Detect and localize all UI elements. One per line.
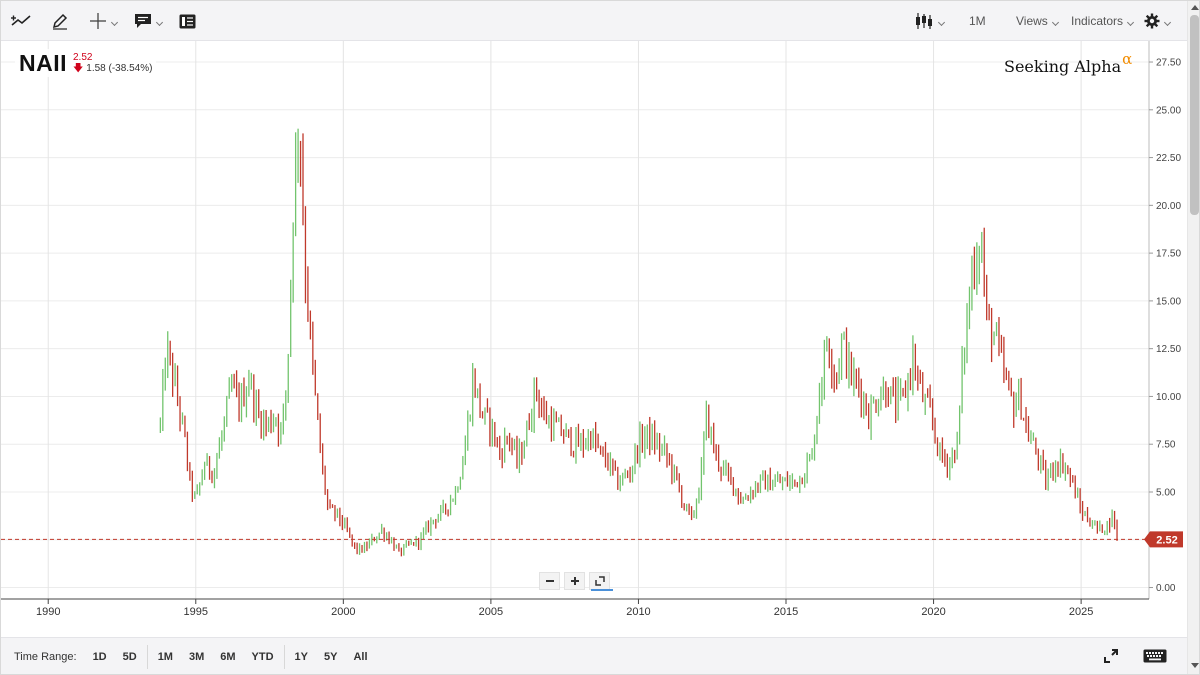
x-tick-label: 1995 xyxy=(184,606,208,618)
brand-name: Seeking Alpha xyxy=(1004,57,1122,76)
gear-icon xyxy=(1144,13,1160,29)
draw-tool[interactable] xyxy=(51,1,69,41)
trend-line-tool[interactable] xyxy=(10,1,32,41)
range-5y-button[interactable]: 5Y xyxy=(324,651,338,663)
range-ytd-button[interactable]: YTD xyxy=(251,651,274,663)
settings-menu[interactable] xyxy=(1144,1,1172,41)
views-menu[interactable]: Views xyxy=(1016,1,1059,41)
x-tick-label: 2025 xyxy=(1069,606,1093,618)
interval-selector[interactable]: 1M xyxy=(969,1,986,41)
y-tick-label: 27.50 xyxy=(1156,58,1181,69)
axes: 0.002.505.007.5010.0012.5015.0017.5020.0… xyxy=(1,41,1181,618)
y-tick-label: 10.00 xyxy=(1156,392,1181,403)
x-tick-label: 2000 xyxy=(331,606,355,618)
ohlc-bars xyxy=(159,128,1118,557)
y-tick-label: 17.50 xyxy=(1156,249,1181,260)
zoom-indicator xyxy=(591,589,613,591)
last-price: 2.52 xyxy=(73,52,93,63)
chevron-down-icon xyxy=(1051,18,1059,26)
trend-line-icon xyxy=(11,15,31,26)
x-tick-label: 2010 xyxy=(626,606,650,618)
x-tick-label: 1990 xyxy=(36,606,60,618)
range-3m-button[interactable]: 3M xyxy=(188,651,205,663)
symbol-header: NAII 2.52 🡇 1.58 (-38.54%) xyxy=(15,49,157,77)
price-summary: 2.52 🡇 1.58 (-38.54%) xyxy=(73,52,152,74)
indicators-menu[interactable]: Indicators xyxy=(1071,1,1135,41)
indicators-label: Indicators xyxy=(1071,14,1124,28)
divider xyxy=(146,645,148,669)
change-value: 1.58 (-38.54%) xyxy=(86,63,153,74)
keyboard-shortcuts-button[interactable] xyxy=(1143,649,1167,668)
price-chart[interactable]: 0.002.505.007.5010.0012.5015.0017.5020.0… xyxy=(1,41,1187,637)
last-price-tag xyxy=(1144,531,1183,548)
fullscreen-button[interactable] xyxy=(1103,648,1119,669)
x-tick-label: 2020 xyxy=(921,606,945,618)
y-tick-label: 5.00 xyxy=(1156,487,1176,498)
down-arrow-icon: 🡇 xyxy=(73,63,84,74)
zoom-controls xyxy=(539,572,610,590)
pencil-icon xyxy=(52,13,68,30)
range-1y-button[interactable]: 1Y xyxy=(294,651,308,663)
reset-zoom-button[interactable] xyxy=(589,572,610,590)
candlestick-icon xyxy=(916,13,932,29)
crosshair-icon xyxy=(90,13,106,29)
expand-icon xyxy=(594,576,605,586)
x-tick-label: 2005 xyxy=(479,606,503,618)
scroll-thumb[interactable] xyxy=(1190,15,1199,215)
time-range-bar: Time Range: 1D 5D 1M 3M 6M YTD 1Y 5Y All xyxy=(1,637,1187,674)
toolbar: 1M Views Indicators xyxy=(1,1,1187,41)
zoom-out-button[interactable] xyxy=(539,572,560,590)
views-label: Views xyxy=(1016,14,1048,28)
alpha-mark: α xyxy=(1122,50,1133,68)
plus-icon xyxy=(570,577,579,585)
grid xyxy=(1,41,1149,599)
last-price-marker: 2.52 xyxy=(1,531,1183,548)
chevron-down-icon xyxy=(1163,18,1172,26)
scroll-up-icon[interactable] xyxy=(1191,5,1199,10)
y-tick-label: 20.00 xyxy=(1156,201,1181,212)
x-tick-label: 2015 xyxy=(774,606,798,618)
interval-label: 1M xyxy=(969,14,986,28)
y-tick-label: 22.50 xyxy=(1156,153,1181,164)
keyboard-icon xyxy=(1143,649,1167,663)
range-1d-button[interactable]: 1D xyxy=(92,651,107,663)
page-scrollbar[interactable] xyxy=(1187,1,1199,674)
time-range-label: Time Range: xyxy=(14,651,77,663)
range-6m-button[interactable]: 6M xyxy=(220,651,236,663)
range-all-button[interactable]: All xyxy=(353,651,368,663)
range-1m-button[interactable]: 1M xyxy=(157,651,173,663)
chevron-down-icon xyxy=(155,18,164,26)
comment-icon xyxy=(135,14,151,28)
brand-logo: Seeking Alphaα xyxy=(1004,50,1132,76)
news-tool[interactable] xyxy=(179,1,196,41)
chevron-down-icon xyxy=(110,18,119,26)
minus-icon xyxy=(545,580,554,582)
comment-tool[interactable] xyxy=(134,1,164,41)
zoom-in-button[interactable] xyxy=(564,572,585,590)
y-tick-label: 25.00 xyxy=(1156,105,1181,116)
y-tick-label: 15.00 xyxy=(1156,296,1181,307)
fullscreen-icon xyxy=(1104,649,1118,663)
y-tick-label: 7.50 xyxy=(1156,440,1176,451)
y-tick-label: 12.50 xyxy=(1156,344,1181,355)
divider xyxy=(283,645,285,669)
chart-type-selector[interactable] xyxy=(914,1,946,41)
y-tick-label: 0.00 xyxy=(1156,583,1176,594)
price-change: 🡇 1.58 (-38.54%) xyxy=(73,63,152,74)
chevron-down-icon xyxy=(937,18,946,26)
ticker-symbol: NAII xyxy=(19,49,67,76)
chevron-down-icon xyxy=(1126,18,1135,26)
crosshair-tool[interactable] xyxy=(89,1,119,41)
scroll-down-icon[interactable] xyxy=(1191,663,1199,668)
last-price-tag-label: 2.52 xyxy=(1156,534,1177,546)
range-5d-button[interactable]: 5D xyxy=(122,651,137,663)
news-icon xyxy=(179,14,196,28)
